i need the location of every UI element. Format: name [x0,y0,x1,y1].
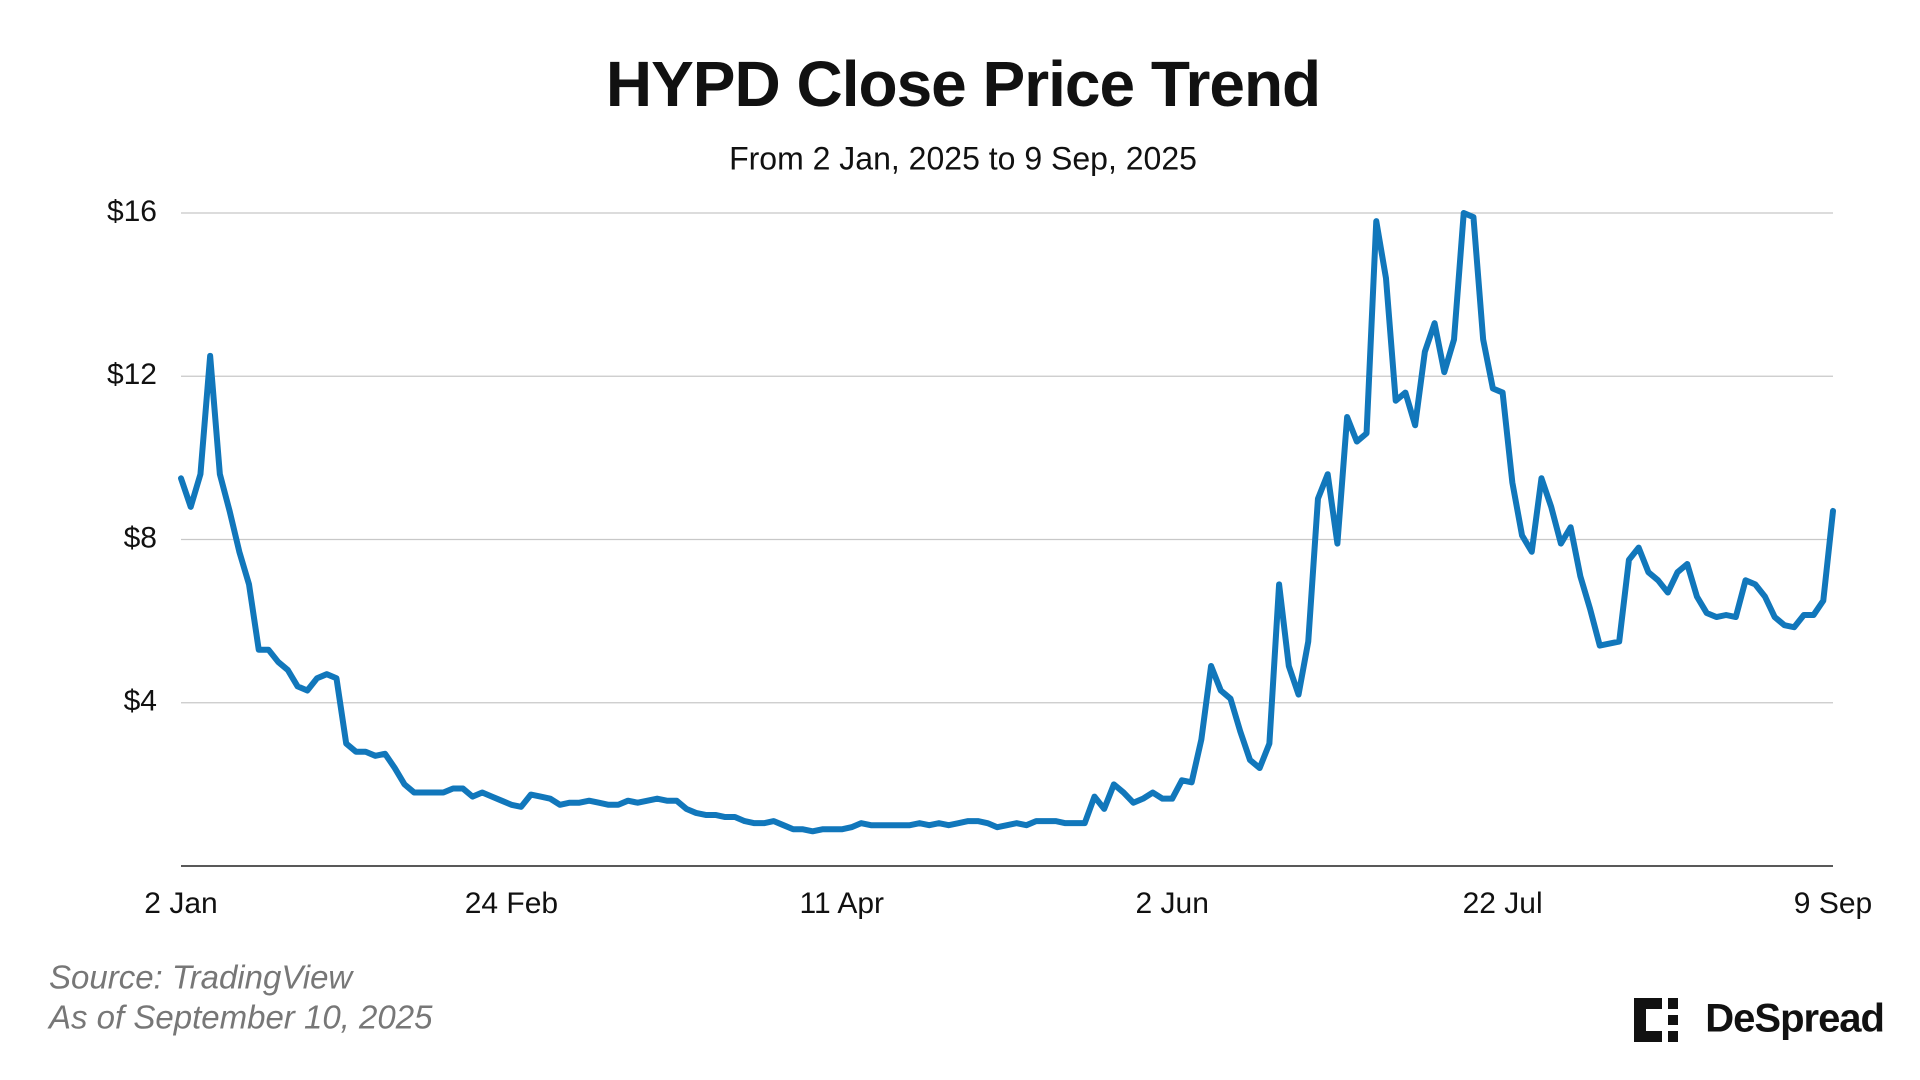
price-line [178,210,1836,835]
y-tick-label: $12 [107,358,157,391]
chart-title: HYPD Close Price Trend [606,48,1320,120]
x-tick-label: 2 Jan [144,887,217,920]
note: As of September 10, 2025 [47,999,433,1036]
x-tick-label: 9 Sep [1794,887,1872,920]
y-tick-label: $4 [124,685,157,718]
y-tick-label: $16 [107,195,157,228]
x-tick-label: 2 Jun [1136,887,1209,920]
source: Source: TradingView [49,959,354,996]
y-tick-label: $8 [124,521,157,554]
brand-logo [1634,998,1678,1042]
x-tick-label: 11 Apr [800,887,885,920]
brand: DeSpread [1705,997,1884,1041]
x-tick-label: 24 Feb [465,887,558,920]
chart-subtitle: From 2 Jan, 2025 to 9 Sep, 2025 [729,140,1197,176]
x-tick-label: 22 Jul [1463,887,1543,920]
